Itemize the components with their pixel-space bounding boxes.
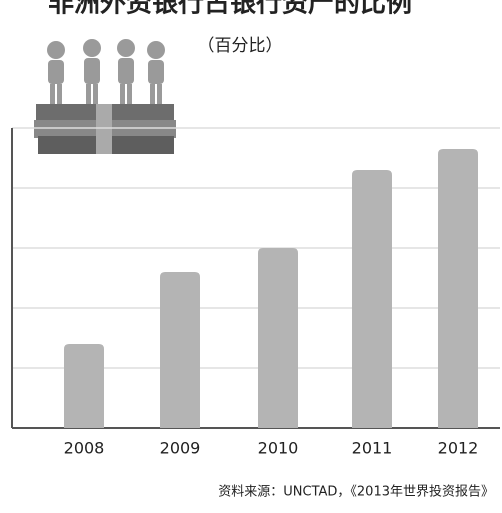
x-tick-label: 2008 xyxy=(64,439,105,458)
chart-title: 非洲外资银行占银行资产的比例 xyxy=(48,0,412,19)
bar xyxy=(64,344,104,428)
source-note: 资料来源：UNCTAD，《2013年世界投资报告》 xyxy=(218,484,494,500)
x-tick-label: 2012 xyxy=(438,439,479,458)
bar xyxy=(438,149,478,428)
x-tick-label: 2010 xyxy=(258,439,299,458)
illustration xyxy=(34,39,176,154)
bar xyxy=(160,272,200,428)
bar xyxy=(258,248,298,428)
chart-subtitle: （百分比） xyxy=(198,36,283,56)
x-tick-label: 2009 xyxy=(160,439,201,458)
x-tick-label: 2011 xyxy=(352,439,393,458)
bar xyxy=(352,170,392,428)
